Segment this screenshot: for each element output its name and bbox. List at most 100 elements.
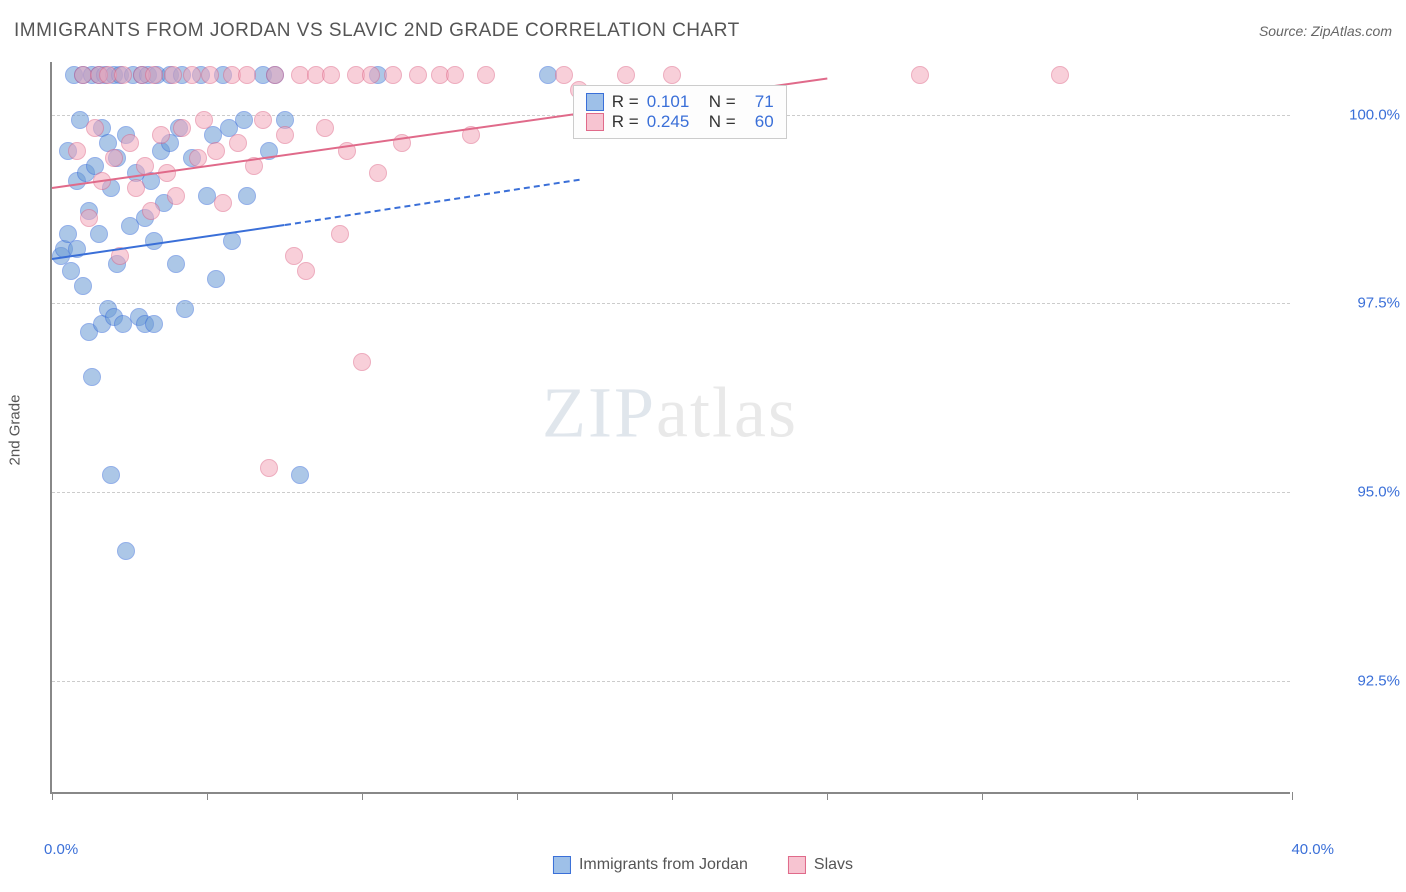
data-point: [353, 353, 371, 371]
y-tick-label: 100.0%: [1300, 106, 1400, 123]
legend-swatch: [788, 856, 806, 874]
data-point: [207, 270, 225, 288]
trend-line: [284, 179, 579, 226]
x-tick-mark: [1292, 792, 1293, 800]
x-tick-mark: [672, 792, 673, 800]
data-point: [276, 126, 294, 144]
data-point: [297, 262, 315, 280]
data-point: [911, 66, 929, 84]
data-point: [235, 111, 253, 129]
data-point: [176, 300, 194, 318]
legend-label: Slavs: [814, 856, 853, 874]
r-label: R =: [612, 92, 639, 112]
data-point: [207, 142, 225, 160]
data-point: [105, 149, 123, 167]
data-point: [114, 66, 132, 84]
data-point: [369, 164, 387, 182]
r-label: R =: [612, 112, 639, 132]
data-point: [446, 66, 464, 84]
data-point: [164, 66, 182, 84]
data-point: [62, 262, 80, 280]
bottom-legend: Immigrants from Jordan Slavs: [553, 856, 853, 874]
stats-legend-row: R = 0.245 N = 60: [586, 112, 774, 132]
data-point: [127, 179, 145, 197]
plot-region: 92.5%95.0%97.5%100.0%R =0.101N =71R =0.2…: [50, 62, 1290, 794]
data-point: [266, 66, 284, 84]
gridline-h: [52, 492, 1290, 493]
data-point: [384, 66, 402, 84]
data-point: [117, 542, 135, 560]
data-point: [183, 66, 201, 84]
x-tick-mark: [517, 792, 518, 800]
x-tick-mark: [52, 792, 53, 800]
stats-legend-row: R = 0.101 N = 71: [586, 92, 774, 112]
data-point: [173, 119, 191, 137]
data-point: [331, 225, 349, 243]
gridline-h: [52, 303, 1290, 304]
chart-header: IMMIGRANTS FROM JORDAN VS SLAVIC 2ND GRA…: [0, 0, 1406, 52]
data-point: [1051, 66, 1069, 84]
y-axis-label: 2nd Grade: [7, 395, 24, 466]
data-point: [142, 202, 160, 220]
y-tick-label: 92.5%: [1300, 672, 1400, 689]
x-axis-max-label: 40.0%: [1291, 841, 1334, 858]
data-point: [260, 459, 278, 477]
legend-swatch: [586, 113, 604, 131]
x-tick-mark: [827, 792, 828, 800]
r-value: 0.101: [647, 92, 701, 112]
legend-item: Slavs: [788, 856, 853, 874]
data-point: [322, 66, 340, 84]
gridline-h: [52, 681, 1290, 682]
data-point: [229, 134, 247, 152]
data-point: [285, 247, 303, 265]
legend-item: Immigrants from Jordan: [553, 856, 748, 874]
data-point: [167, 187, 185, 205]
data-point: [90, 225, 108, 243]
source-attribution: Source: ZipAtlas.com: [1259, 23, 1392, 39]
trend-line: [52, 224, 285, 260]
chart-plot-area: 92.5%95.0%97.5%100.0%R =0.101N =71R =0.2…: [50, 62, 1290, 794]
data-point: [86, 119, 104, 137]
n-value: 71: [744, 92, 774, 112]
data-point: [195, 111, 213, 129]
data-point: [291, 466, 309, 484]
data-point: [68, 142, 86, 160]
x-tick-mark: [207, 792, 208, 800]
chart-title: IMMIGRANTS FROM JORDAN VS SLAVIC 2ND GRA…: [14, 20, 740, 42]
data-point: [121, 134, 139, 152]
data-point: [223, 232, 241, 250]
y-tick-label: 95.0%: [1300, 484, 1400, 501]
data-point: [617, 66, 635, 84]
data-point: [477, 66, 495, 84]
data-point: [145, 315, 163, 333]
data-point: [167, 255, 185, 273]
data-point: [83, 368, 101, 386]
data-point: [145, 66, 163, 84]
data-point: [214, 194, 232, 212]
data-point: [80, 209, 98, 227]
data-point: [316, 119, 334, 137]
stats-legend: R = 0.101 N = 71 R = 0.245 N = 60: [573, 85, 787, 139]
data-point: [555, 66, 573, 84]
data-point: [409, 66, 427, 84]
legend-swatch: [553, 856, 571, 874]
x-axis-min-label: 0.0%: [44, 841, 78, 858]
x-tick-mark: [1137, 792, 1138, 800]
legend-label: Immigrants from Jordan: [579, 856, 748, 874]
n-label: N =: [709, 112, 736, 132]
data-point: [362, 66, 380, 84]
r-value: 0.245: [647, 112, 701, 132]
data-point: [663, 66, 681, 84]
data-point: [102, 466, 120, 484]
data-point: [238, 66, 256, 84]
y-tick-label: 97.5%: [1300, 295, 1400, 312]
legend-swatch: [586, 93, 604, 111]
data-point: [254, 111, 272, 129]
data-point: [152, 126, 170, 144]
n-label: N =: [709, 92, 736, 112]
n-value: 60: [744, 112, 774, 132]
x-tick-mark: [982, 792, 983, 800]
data-point: [201, 66, 219, 84]
x-tick-mark: [362, 792, 363, 800]
data-point: [74, 277, 92, 295]
